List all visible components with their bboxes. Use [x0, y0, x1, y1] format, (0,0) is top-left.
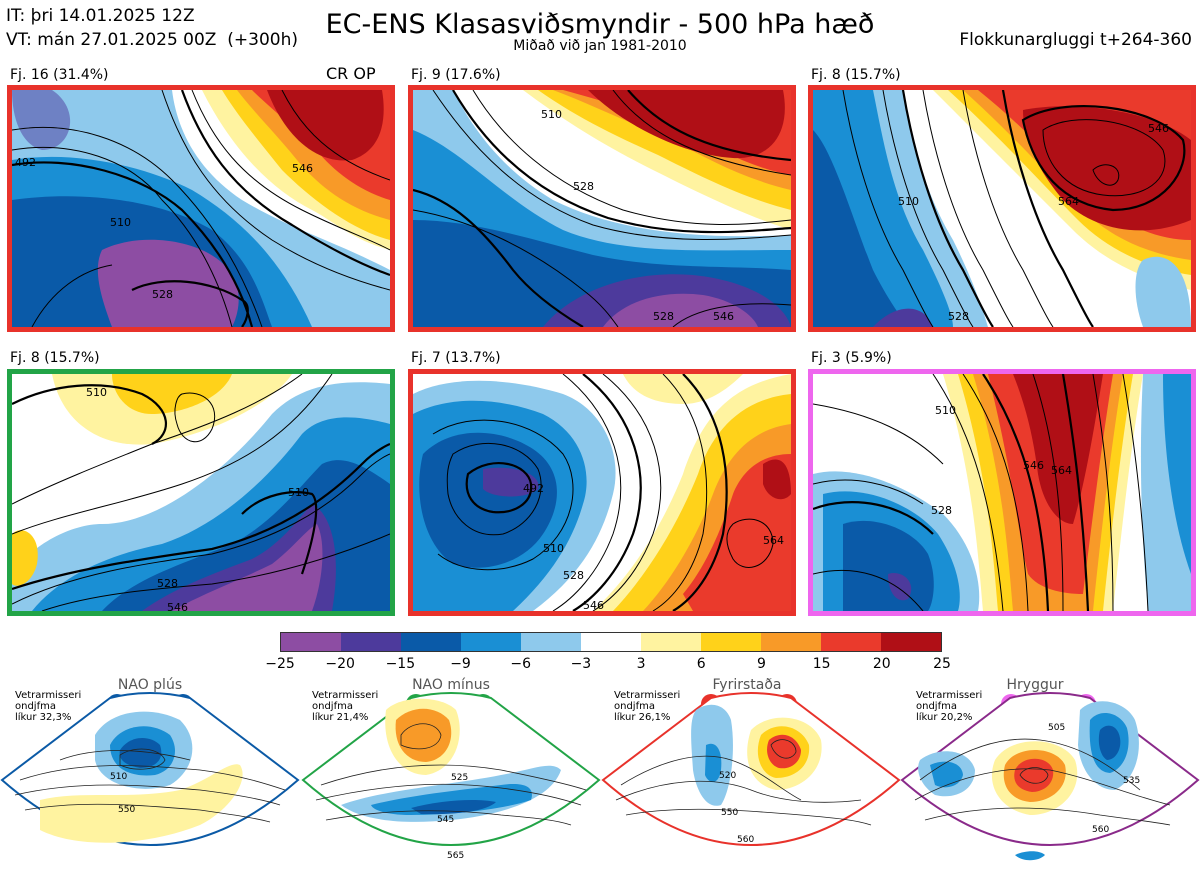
cluster-map-5[interactable]: 492 510 528 546 564	[408, 369, 796, 616]
colorbar-tick: −9	[450, 656, 471, 672]
colorbar-swatch	[521, 633, 581, 651]
colorbar-tick: 15	[812, 656, 831, 672]
contour-label: 528	[152, 288, 173, 301]
regime-title: Fyrirstaða	[712, 677, 782, 693]
contour-label: 545	[437, 815, 454, 825]
contour-label: 510	[541, 108, 562, 121]
contour-label: 528	[157, 577, 178, 590]
operational-marker: CR OP	[326, 64, 376, 83]
regime-title: NAO plús	[117, 677, 183, 693]
colorbar-swatch	[761, 633, 821, 651]
contour-label: 528	[653, 310, 674, 323]
regime-note: Vetrarmisseri ondjfma líkur 32,3%	[15, 690, 82, 723]
valid-time: VT: mán 27.01.2025 00Z (+300h)	[6, 30, 298, 50]
contour-label: 564	[763, 534, 784, 547]
cluster-label-1: Fj. 16 (31.4%)	[10, 67, 109, 83]
regime-note: Vetrarmisseri ondjfma líkur 20,2%	[916, 690, 983, 723]
cluster-label-5: Fj. 7 (13.7%)	[411, 350, 501, 366]
page-title: EC-ENS Klasasviðsmyndir - 500 hPa hæð	[325, 9, 875, 40]
contour-label: 535	[1123, 776, 1140, 786]
contour-label: 492	[15, 156, 36, 169]
regime-note: Vetrarmisseri ondjfma líkur 26,1%	[614, 690, 681, 723]
contour-label: 510	[110, 772, 127, 782]
cluster-label-6: Fj. 3 (5.9%)	[811, 350, 892, 366]
contour-label: 564	[1051, 464, 1072, 477]
contour-label: 492	[523, 482, 544, 495]
classification-window: Flokkunargluggi t+264-360	[959, 30, 1192, 50]
contour-label: 510	[543, 542, 564, 555]
colorbar-tick: −6	[510, 656, 532, 672]
colorbar-swatch	[821, 633, 881, 651]
cluster-map-1[interactable]: 492 510 528 546	[7, 85, 395, 332]
colorbar-swatch	[641, 633, 701, 651]
contour-label: 560	[737, 835, 754, 845]
colorbar-tick: 6	[696, 656, 706, 672]
cluster-label-2: Fj. 9 (17.6%)	[411, 67, 501, 83]
colorbar-tick: 25	[933, 656, 951, 672]
contour-label: 546	[713, 310, 734, 323]
contour-label: 564	[1058, 195, 1079, 208]
colorbar-tick: 20	[872, 656, 891, 672]
contour-label: 510	[288, 486, 309, 499]
initial-time: IT: þri 14.01.2025 12Z	[6, 6, 195, 26]
contour-label: 528	[563, 569, 584, 582]
colorbar-tick: 3	[636, 656, 646, 672]
contour-label: 520	[719, 771, 736, 781]
regime-title: Hryggur	[1006, 677, 1064, 693]
contour-label: 510	[86, 386, 107, 399]
contour-label: 546	[1023, 459, 1044, 472]
contour-label: 510	[110, 216, 131, 229]
contour-label: 528	[573, 180, 594, 193]
contour-label: 546	[1148, 122, 1169, 135]
contour-label: 525	[451, 773, 468, 783]
colorbar-swatch	[581, 633, 641, 651]
anomaly-colorbar	[280, 632, 942, 652]
contour-label: 528	[948, 310, 969, 323]
contour-label: 565	[447, 851, 464, 861]
colorbar-swatch	[701, 633, 761, 651]
cluster-label-4: Fj. 8 (15.7%)	[10, 350, 100, 366]
cluster-map-2[interactable]: 510 528 546 528	[408, 85, 796, 332]
contour-label: 560	[1092, 825, 1109, 835]
contour-label: 550	[118, 805, 135, 815]
contour-label: 528	[931, 504, 952, 517]
colorbar-swatch	[281, 633, 341, 651]
contour-label: 550	[721, 808, 738, 818]
cluster-label-3: Fj. 8 (15.7%)	[811, 67, 901, 83]
colorbar-swatch	[881, 633, 941, 651]
page-subtitle: Miðað við jan 1981-2010	[513, 38, 687, 54]
colorbar-tick: −25	[265, 656, 295, 672]
colorbar-swatch	[461, 633, 521, 651]
contour-label: 505	[1048, 723, 1065, 733]
colorbar-swatch	[401, 633, 461, 651]
regime-note: Vetrarmisseri ondjfma líkur 21,4%	[312, 690, 379, 723]
contour-label: 510	[898, 195, 919, 208]
cluster-map-3[interactable]: 510 528 546 564	[808, 85, 1196, 332]
colorbar-tick: −3	[570, 656, 592, 672]
colorbar-tick: 9	[756, 656, 766, 672]
contour-label: 546	[583, 599, 604, 611]
regime-title: NAO mínus	[412, 677, 490, 693]
colorbar-swatch	[341, 633, 401, 651]
colorbar-tick: −15	[385, 656, 416, 672]
cluster-map-4[interactable]: 510 528 546 510	[7, 369, 395, 616]
cluster-map-6[interactable]: 510 528 546 564	[808, 369, 1196, 616]
contour-label: 546	[292, 162, 313, 175]
contour-label: 546	[167, 601, 188, 611]
colorbar-tick: −20	[325, 656, 355, 672]
contour-label: 510	[935, 404, 956, 417]
